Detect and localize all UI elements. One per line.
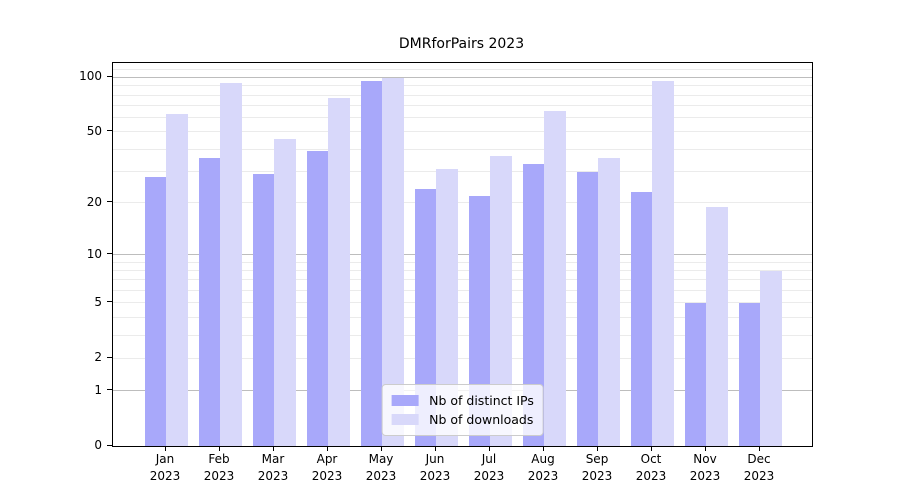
x-tick-label-mar: Mar 2023: [257, 452, 289, 483]
x-tick-label-apr: Apr 2023: [311, 452, 343, 483]
y-tick-label: 5: [94, 294, 102, 309]
y-tick-mark: [107, 75, 112, 77]
x-tick-label-jan: Jan 2023: [149, 452, 181, 483]
gridline-minor: [113, 334, 812, 336]
bar-distinct-ips-may: [360, 81, 382, 446]
x-tick-label-may: May 2023: [365, 452, 397, 483]
bar-downloads-feb: [220, 83, 242, 446]
chart-title: DMRforPairs 2023: [398, 36, 525, 52]
bar-distinct-ips-apr: [306, 151, 328, 446]
x-tick-label-oct: Oct 2023: [635, 452, 667, 483]
y-tick-mark: [107, 301, 112, 303]
legend-label-distinct-ips: Nb of distinct IPs: [429, 393, 534, 408]
gridline-minor: [113, 171, 812, 173]
legend-swatch-distinct-ips: [391, 395, 419, 406]
bar-downloads-aug: [544, 111, 566, 446]
x-tick-mark: [650, 446, 652, 451]
gridline-minor: [113, 85, 812, 87]
gridline-major: [113, 76, 812, 78]
x-tick-mark: [380, 446, 382, 451]
bar-distinct-ips-jun: [414, 188, 436, 446]
gridline-minor: [113, 279, 812, 281]
y-tick-label: 50: [86, 123, 102, 138]
legend-entry-downloads: Nb of downloads: [391, 410, 534, 429]
bar-downloads-dec: [760, 270, 782, 446]
bar-downloads-oct: [652, 81, 674, 446]
x-tick-mark: [758, 446, 760, 451]
gridline-minor: [113, 316, 812, 318]
x-tick-label-jun: Jun 2023: [419, 452, 451, 483]
gridline-minor: [113, 202, 812, 204]
gridline-minor: [113, 261, 812, 263]
gridline-minor: [113, 290, 812, 292]
bar-downloads-jan: [166, 113, 188, 446]
x-tick-label-sep: Sep 2023: [581, 452, 613, 483]
gridline-minor: [113, 69, 812, 71]
legend-swatch-downloads: [391, 414, 419, 425]
x-tick-mark: [218, 446, 220, 451]
bar-distinct-ips-jul: [468, 195, 490, 446]
x-tick-label-nov: Nov 2023: [689, 452, 721, 483]
bar-downloads-may: [382, 78, 404, 446]
x-tick-label-aug: Aug 2023: [527, 452, 559, 483]
x-tick-mark: [542, 446, 544, 451]
bar-distinct-ips-oct: [630, 192, 652, 446]
y-tick-label: 2: [94, 350, 102, 365]
gridline-minor: [113, 105, 812, 107]
bar-downloads-sep: [598, 157, 620, 446]
legend-label-downloads: Nb of downloads: [429, 412, 534, 427]
y-tick-label: 10: [86, 246, 102, 261]
gridline-minor: [113, 94, 812, 96]
x-tick-mark: [272, 446, 274, 451]
gridline-minor: [113, 131, 812, 133]
x-tick-label-feb: Feb 2023: [203, 452, 235, 483]
bar-distinct-ips-feb: [198, 157, 220, 446]
y-tick-label: 1: [94, 382, 102, 397]
bar-distinct-ips-nov: [684, 302, 706, 446]
x-tick-label-dec: Dec 2023: [743, 452, 775, 483]
bar-downloads-mar: [274, 138, 296, 446]
plot-area: Nb of distinct IPs Nb of downloads: [112, 62, 813, 447]
y-tick-mark: [107, 253, 112, 254]
x-tick-mark: [164, 446, 166, 451]
x-tick-mark: [488, 446, 490, 451]
y-tick-mark: [107, 389, 112, 391]
bar-downloads-apr: [328, 98, 350, 446]
gridline-minor: [113, 302, 812, 304]
gridline-minor: [113, 117, 812, 119]
bar-distinct-ips-aug: [522, 164, 544, 446]
bar-downloads-jun: [436, 169, 458, 446]
gridline-minor: [113, 357, 812, 359]
y-tick-label: 0: [94, 438, 102, 452]
y-tick-mark: [107, 130, 112, 132]
gridline-minor: [113, 270, 812, 272]
bar-distinct-ips-jan: [144, 177, 166, 446]
x-tick-mark: [326, 446, 328, 451]
bar-downloads-nov: [706, 206, 728, 446]
y-tick-mark: [107, 356, 112, 358]
bar-downloads-jul: [490, 155, 512, 446]
y-tick-mark: [107, 201, 112, 203]
gridline-major: [113, 254, 812, 255]
bar-distinct-ips-sep: [576, 171, 598, 446]
legend-entry-distinct-ips: Nb of distinct IPs: [391, 391, 534, 410]
x-tick-mark: [596, 446, 598, 451]
y-tick-label: 100: [79, 69, 102, 84]
bar-distinct-ips-dec: [738, 302, 760, 446]
legend: Nb of distinct IPs Nb of downloads: [381, 384, 544, 436]
y-tick-mark: [107, 444, 112, 446]
x-tick-mark: [704, 446, 706, 451]
bar-distinct-ips-mar: [252, 174, 274, 446]
y-tick-label: 20: [86, 194, 102, 209]
x-tick-mark: [434, 446, 436, 451]
x-tick-label-jul: Jul 2023: [473, 452, 505, 483]
gridline-minor: [113, 148, 812, 150]
